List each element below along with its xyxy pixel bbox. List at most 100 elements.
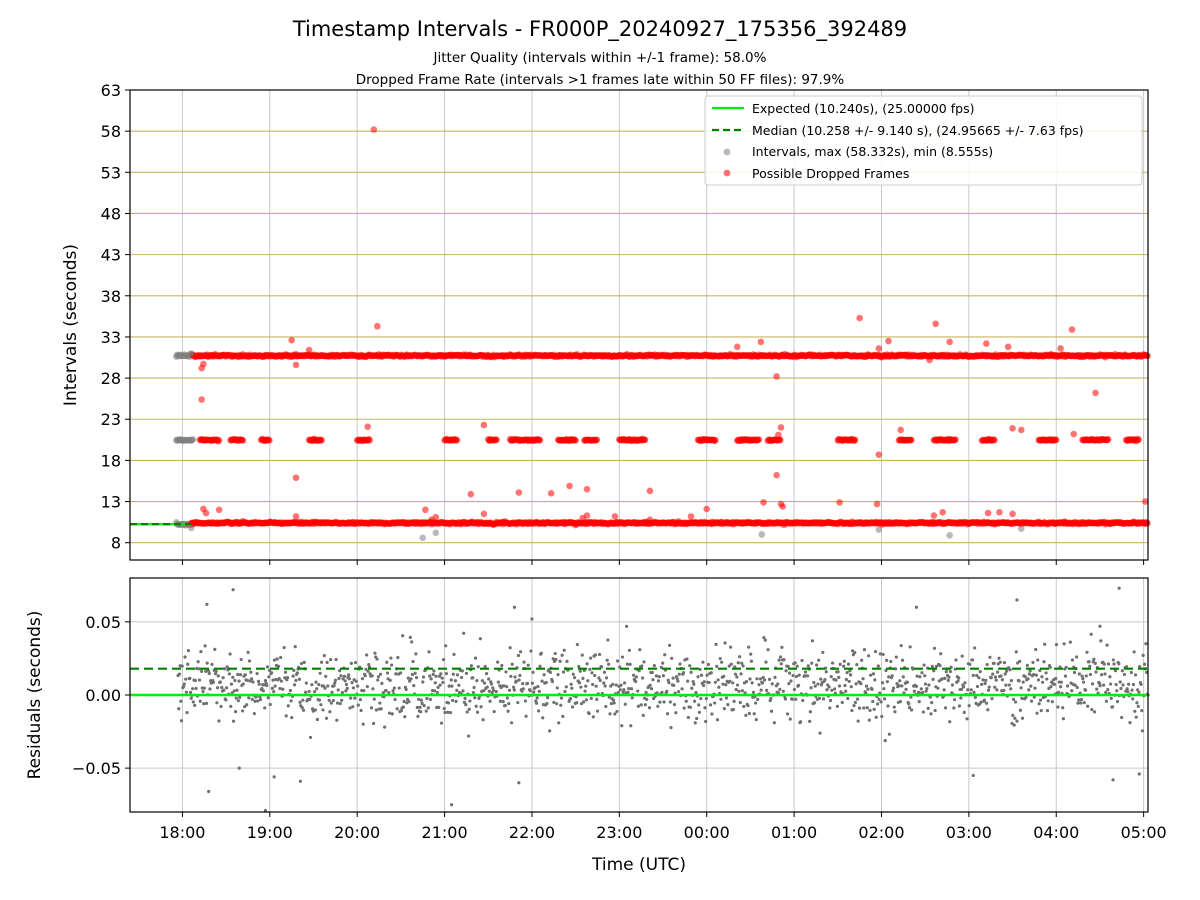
residual-point (186, 662, 190, 666)
residual-point (698, 667, 702, 672)
residual-point (434, 674, 438, 678)
residual-point (772, 721, 776, 725)
residual-point (324, 674, 328, 679)
dropped-frame-point (991, 436, 998, 444)
residual-point (351, 705, 355, 709)
residual-point (263, 706, 267, 710)
residual-point (987, 685, 991, 689)
residual-point (722, 707, 726, 711)
residual-point (641, 713, 645, 718)
residual-point (510, 662, 514, 666)
dropped-frame-point (926, 356, 933, 364)
residual-point (855, 663, 859, 667)
residual-point (718, 656, 722, 661)
residual-point (602, 670, 607, 674)
residual-point (681, 671, 686, 675)
residual-point (1050, 700, 1054, 704)
residual-point (238, 673, 243, 677)
residual-point (846, 696, 850, 701)
residual-point (1128, 721, 1132, 725)
residual-point (389, 656, 393, 660)
residual-point (467, 707, 471, 711)
residual-point (313, 690, 317, 694)
residual-point (532, 690, 536, 694)
residual-point (1117, 662, 1121, 666)
residual-point (425, 696, 429, 701)
residual-point (509, 674, 513, 678)
residual-point (501, 700, 505, 704)
residual-point (374, 708, 378, 712)
residual-point (261, 689, 265, 693)
residual-point (512, 688, 516, 692)
residual-point (680, 687, 684, 691)
residual-point (593, 673, 597, 678)
dropped-frame-point (777, 424, 785, 431)
residual-point (472, 685, 476, 690)
residual-point (452, 652, 456, 656)
residual-point (897, 684, 901, 688)
residual-point (345, 686, 349, 690)
residual-point (609, 702, 613, 706)
residual-point (759, 688, 763, 692)
residual-point (932, 646, 937, 650)
dropped-frame-point (200, 360, 207, 368)
x-tick-label: 21:00 (422, 823, 468, 842)
residual-point (616, 690, 620, 695)
dropped-frame-point (292, 513, 300, 520)
residual-point (437, 705, 441, 710)
residual-point (578, 669, 582, 673)
dropped-frame-point (1068, 326, 1076, 333)
residual-point (735, 675, 739, 679)
residual-point (215, 686, 220, 690)
residual-point (873, 649, 878, 654)
dropped-frame-point (547, 490, 555, 497)
residual-point (927, 683, 931, 687)
residual-point (770, 682, 774, 686)
residual-point (310, 683, 314, 687)
residual-point (419, 710, 423, 714)
residual-point (431, 672, 435, 676)
residual-point (433, 681, 437, 685)
residual-point (1011, 713, 1015, 717)
residual-point (978, 669, 982, 674)
residual-point (207, 789, 211, 794)
residual-point (300, 705, 304, 710)
residual-point (1063, 674, 1068, 678)
residual-point (665, 712, 670, 716)
legend-median-label: Median (10.258 +/- 9.140 s), (24.95665 +… (752, 123, 1083, 138)
residual-point (618, 688, 622, 692)
residual-point (506, 709, 510, 713)
interval-point (758, 531, 766, 538)
residual-point (713, 680, 717, 684)
residual-point (1093, 710, 1097, 714)
residual-point (809, 686, 813, 690)
residual-point (1062, 642, 1066, 646)
residual-point (744, 679, 749, 684)
residual-point (988, 655, 992, 659)
residual-point (229, 682, 234, 686)
residual-point (1125, 687, 1129, 691)
residual-point (560, 653, 564, 657)
residual-point (1043, 642, 1047, 646)
residual-point (983, 681, 987, 686)
residual-point (466, 734, 471, 738)
residual-point (799, 720, 803, 724)
dropped-frame-point (1057, 345, 1064, 352)
residual-point (449, 803, 454, 807)
residual-point (736, 661, 740, 665)
chart-title: Timestamp Intervals - FR000P_20240927_17… (292, 17, 907, 42)
residual-point (213, 647, 217, 651)
residual-point (391, 689, 395, 693)
residual-point (860, 658, 864, 662)
residual-point (191, 687, 195, 691)
residual-point (823, 677, 827, 682)
dropped-frame-point (1092, 389, 1099, 397)
residual-point (834, 678, 838, 682)
residual-point (496, 680, 500, 684)
residual-point (748, 677, 752, 681)
residual-point (1075, 685, 1079, 690)
residual-point (757, 683, 761, 687)
residual-point (889, 659, 893, 664)
residual-point (182, 682, 186, 686)
residual-point (688, 664, 692, 668)
